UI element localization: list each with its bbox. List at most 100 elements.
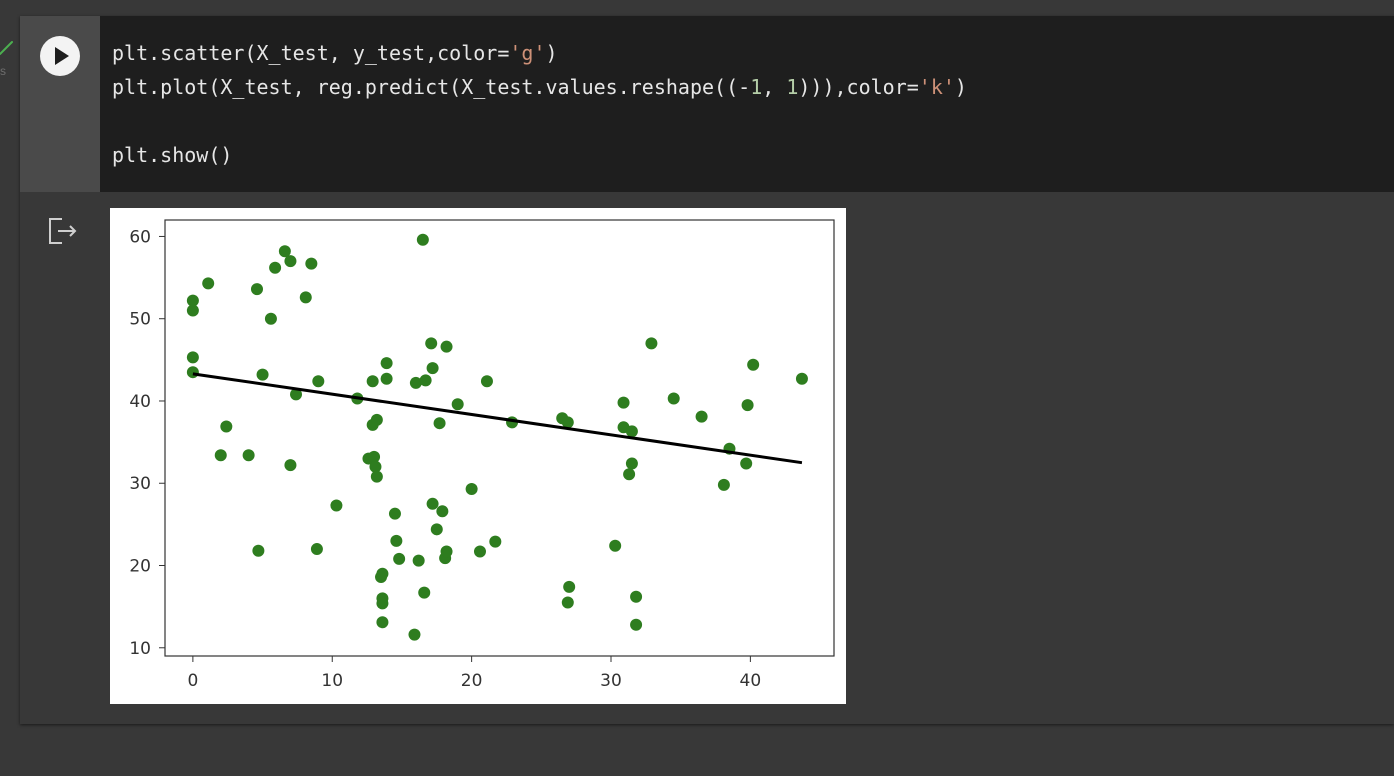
code-editor[interactable]: plt.scatter(X_test, y_test,color='g') plt… <box>100 16 1394 192</box>
scatter-point <box>418 586 431 599</box>
scatter-point <box>440 340 453 353</box>
y-tick-label: 30 <box>129 474 151 494</box>
regression-line <box>192 372 803 465</box>
code-token: ))),color= <box>798 75 919 99</box>
cell-gutter <box>20 16 100 192</box>
scatter-point <box>312 375 325 388</box>
scatter-point <box>440 545 453 558</box>
scatter-point <box>717 478 730 491</box>
scatter-point <box>220 420 233 433</box>
plot-frame <box>164 219 835 657</box>
scatter-point <box>186 294 199 307</box>
code-token: plt.scatter(X_test, y_test,color= <box>112 41 510 65</box>
scatter-point <box>388 507 401 520</box>
scatter-point <box>473 545 486 558</box>
scatter-point <box>370 413 383 426</box>
scatter-point <box>284 459 297 472</box>
y-tick-label: 20 <box>129 557 151 577</box>
scatter-chart: 0 10 20 30 40 10 20 30 40 50 60 <box>129 219 835 691</box>
run-cell-button[interactable] <box>40 36 80 76</box>
scatter-point <box>269 261 282 274</box>
x-tick-label: 0 <box>187 671 198 691</box>
scatter-point <box>376 616 389 629</box>
scatter-point <box>366 375 379 388</box>
scatter-point <box>412 554 425 567</box>
scatter-point <box>380 357 393 370</box>
scatter-point <box>425 337 438 350</box>
scatter-point <box>623 468 636 481</box>
code-cell[interactable]: plt.scatter(X_test, y_test,color='g') plt… <box>20 16 1394 724</box>
code-line: plt.scatter(X_test, y_test,color='g') <box>112 38 558 68</box>
scatter-point <box>380 372 393 385</box>
scatter-point <box>408 628 421 641</box>
scatter-point <box>741 399 754 412</box>
code-token: ) <box>954 75 967 99</box>
scatter-point <box>436 505 449 518</box>
scatter-point <box>625 457 638 470</box>
scatter-point <box>630 590 643 603</box>
x-tick-label: 20 <box>461 671 483 691</box>
scatter-point <box>617 396 630 409</box>
x-tick-label: 40 <box>740 671 762 691</box>
scatter-point <box>667 392 680 405</box>
scatter-point <box>368 450 381 463</box>
output-redirect-icon[interactable] <box>48 216 80 246</box>
code-token: 1 <box>786 75 799 99</box>
code-token: 'k' <box>918 75 955 99</box>
scatter-point <box>419 374 432 387</box>
scatter-point <box>250 283 263 296</box>
code-token: 1 <box>750 75 763 99</box>
code-line: plt.plot(X_test, reg.predict(X_test.valu… <box>112 72 967 102</box>
play-icon <box>55 47 69 65</box>
scatter-point <box>256 368 269 381</box>
scatter-point <box>186 304 199 317</box>
scatter-point <box>305 257 318 270</box>
code-token: plt.plot(X_test, reg.predict(X_test.valu… <box>112 75 751 99</box>
scatter-point <box>242 449 255 462</box>
x-tick-label: 30 <box>600 671 622 691</box>
scatter-point <box>390 534 403 547</box>
scatter-point <box>563 580 576 593</box>
scatter-point <box>376 567 389 580</box>
scatter-point <box>252 544 265 557</box>
scatter-point <box>489 535 502 548</box>
scatter-point <box>426 497 439 510</box>
scatter-point <box>480 375 493 388</box>
scatter-point <box>369 460 382 473</box>
scatter-point <box>430 523 443 536</box>
check-icon <box>0 41 13 55</box>
y-tick-label: 10 <box>129 639 151 659</box>
scatter-point <box>561 416 574 429</box>
scatter-point <box>625 425 638 438</box>
code-token: plt.show() <box>112 143 233 167</box>
code-token: ) <box>545 41 558 65</box>
scatter-point <box>416 233 429 246</box>
scatter-point <box>370 470 383 483</box>
scatter-point <box>451 398 464 411</box>
scatter-point <box>426 362 439 375</box>
scatter-point <box>409 376 422 389</box>
x-tick-label: 10 <box>321 671 343 691</box>
scatter-point <box>433 417 446 430</box>
code-token: 'g' <box>509 41 546 65</box>
scatter-point <box>740 457 753 470</box>
y-tick-label: 60 <box>129 227 151 247</box>
scatter-point <box>186 351 199 364</box>
code-line: plt.show() <box>112 140 232 170</box>
y-tick-label: 50 <box>129 310 151 330</box>
scatter-point <box>695 410 708 423</box>
code-token: , <box>762 75 787 99</box>
scatter-point <box>214 449 227 462</box>
scatter-point <box>393 552 406 565</box>
scatter-point <box>330 499 343 512</box>
scatter-point <box>310 543 323 556</box>
execution-time-fragment: s <box>0 64 6 78</box>
scatter-point <box>264 312 277 325</box>
scatter-point <box>202 277 215 290</box>
scatter-point <box>609 539 622 552</box>
scatter-point <box>645 337 658 350</box>
scatter-point <box>630 618 643 631</box>
scatter-point <box>561 596 574 609</box>
scatter-point <box>186 366 199 379</box>
scatter-point <box>376 597 389 610</box>
